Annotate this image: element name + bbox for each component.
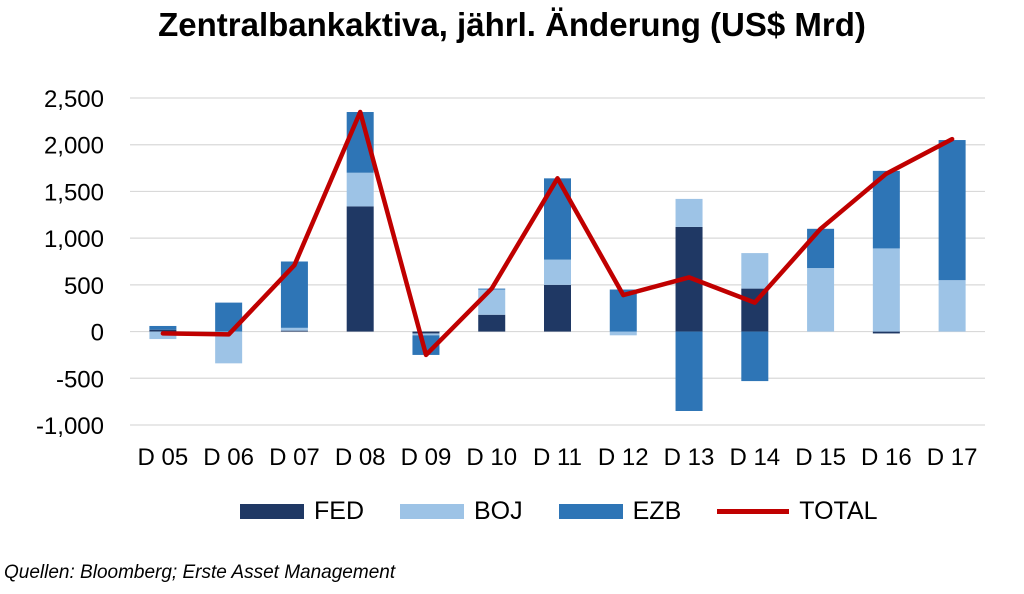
bar-fed — [412, 331, 440, 334]
bar-boj — [544, 259, 571, 285]
bar-fed — [149, 329, 177, 332]
legend-item-boj: BOJ — [400, 497, 523, 526]
x-tick-label: D 14 — [729, 444, 780, 471]
legend-swatch — [717, 509, 790, 514]
bar-fed — [544, 284, 571, 332]
bar-boj — [478, 289, 506, 315]
bar-boj — [872, 248, 900, 332]
x-tick-label: D 13 — [664, 444, 715, 471]
total-line-layer — [160, 109, 955, 358]
y-tick-label: 500 — [64, 273, 104, 300]
x-tick-label: D 12 — [598, 444, 649, 471]
bar-fed — [346, 206, 374, 332]
x-tick-label: D 15 — [795, 444, 846, 471]
x-axis-tick-labels: D 05 D 06 D 07 D 08 D 09 D 10 D 11 D 12 D 13 D 14… — [138, 444, 978, 471]
bar-ezb — [938, 140, 966, 281]
y-tick-label: 0 — [91, 320, 104, 347]
legend-label: TOTAL — [799, 497, 878, 525]
bar-boj — [675, 198, 703, 227]
bar-boj — [412, 333, 440, 336]
bar-ezb — [807, 228, 835, 269]
bar-boj — [807, 268, 835, 332]
total-line — [160, 109, 955, 358]
bar-boj — [938, 280, 966, 332]
x-tick-label: D 07 — [269, 444, 320, 471]
legend-item-ezb: EZB — [558, 497, 682, 526]
x-tick-label: D 08 — [335, 444, 386, 471]
bar-ezb — [741, 331, 769, 382]
bar-boj — [215, 331, 243, 364]
legend-swatch — [400, 504, 464, 519]
bar-ezb — [149, 325, 177, 330]
bar-boj — [609, 331, 637, 336]
bar-boj — [280, 327, 308, 331]
bar-fed — [478, 314, 506, 332]
bar-ezb — [280, 261, 308, 328]
x-tick-label: D 16 — [861, 444, 912, 471]
x-tick-label: D 17 — [927, 444, 978, 471]
x-tick-label: D 09 — [401, 444, 452, 471]
legend-item-total: TOTAL — [717, 497, 878, 526]
bar-fed — [280, 330, 308, 332]
y-tick-label: -1,000 — [36, 413, 104, 440]
chart-title: Zentralbankaktiva, jährl. Änderung (US$ … — [158, 6, 866, 43]
y-tick-label: -500 — [56, 366, 104, 393]
legend-swatch — [558, 504, 623, 519]
legend-item-fed: FED — [240, 497, 364, 526]
y-tick-label: 1,500 — [44, 179, 104, 206]
x-tick-label: D 10 — [466, 444, 517, 471]
x-tick-label: D 11 — [533, 444, 582, 471]
source-note: Quellen: Bloomberg; Erste Asset Manageme… — [4, 562, 396, 583]
legend-swatch — [240, 504, 304, 519]
y-tick-label: 1,000 — [44, 226, 104, 253]
y-axis-tick-labels: -1,000 -500 0 500 1,000 1,500 2,000 2,500 — [36, 86, 104, 440]
bar-ezb — [675, 331, 703, 411]
bar-boj — [346, 172, 374, 207]
legend-label: BOJ — [474, 497, 523, 525]
legend: FED BOJ EZB TOTAL — [240, 497, 914, 526]
x-tick-label: D 06 — [203, 444, 254, 471]
y-tick-label: 2,000 — [44, 133, 104, 160]
bar-boj — [741, 253, 769, 289]
legend-label: FED — [314, 497, 364, 525]
y-tick-label: 2,500 — [44, 86, 104, 113]
bar-series — [149, 112, 966, 411]
x-tick-label: D 05 — [138, 444, 189, 471]
legend-label: EZB — [632, 497, 682, 525]
bar-fed — [872, 331, 900, 334]
